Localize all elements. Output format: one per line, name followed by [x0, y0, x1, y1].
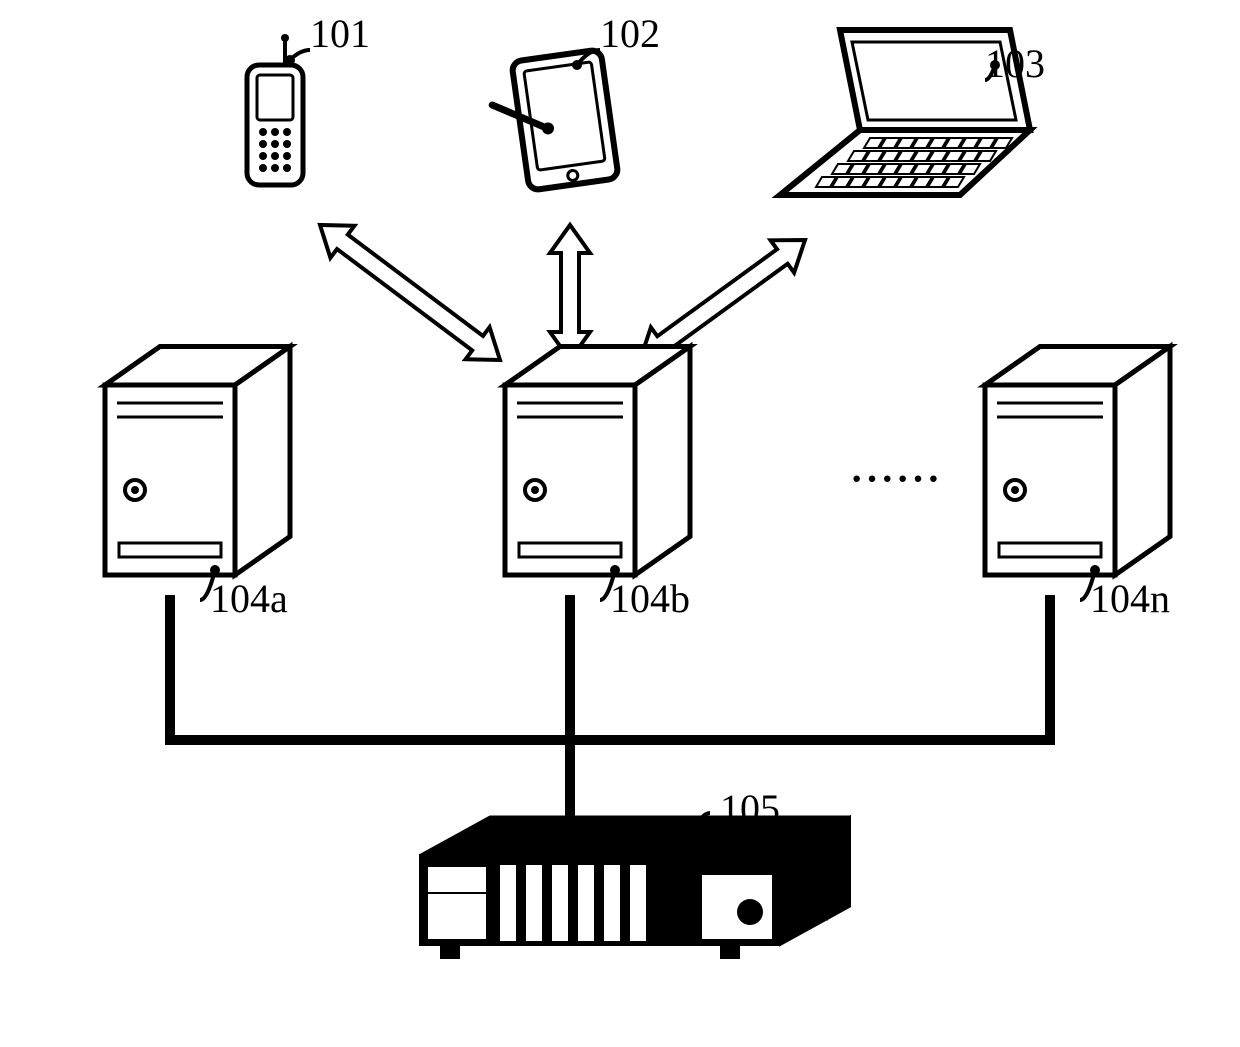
double-arrow [308, 209, 512, 376]
label-102: 102 [600, 10, 660, 57]
server-a [105, 347, 290, 576]
bus-wiring [165, 600, 1055, 840]
double-arrow [550, 225, 590, 360]
label-104b: 104b [610, 575, 690, 622]
label-103: 103 [985, 40, 1045, 87]
label-104a: 104a [210, 575, 288, 622]
switch-device [420, 817, 850, 960]
server-n [985, 347, 1170, 576]
tablet-device [487, 49, 619, 194]
diagram-canvas [0, 0, 1240, 1047]
ellipsis: ······ [850, 455, 942, 502]
label-105: 105 [720, 785, 780, 832]
server-b [505, 347, 690, 576]
label-101: 101 [310, 10, 370, 57]
label-104n: 104n [1090, 575, 1170, 622]
